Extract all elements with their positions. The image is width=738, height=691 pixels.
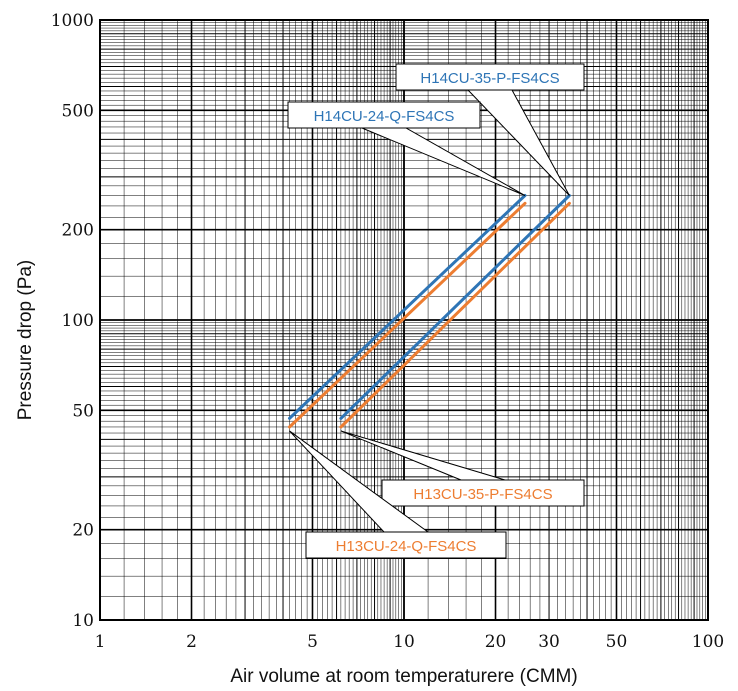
x-tick-label: 20 <box>485 632 507 652</box>
x-tick-label: 50 <box>606 632 628 652</box>
y-tick-label: 100 <box>62 311 94 331</box>
y-tick-label: 1000 <box>51 11 94 31</box>
callout-label: H14CU-35-P-FS4CS <box>420 70 559 87</box>
y-tick-labels: 10 20 50 100 200 500 1000 <box>51 11 94 631</box>
series-line <box>341 203 570 427</box>
x-tick-label: 10 <box>393 632 415 652</box>
callout-label: H13CU-35-P-FS4CS <box>413 486 552 503</box>
x-tick-label: 1 <box>95 632 106 652</box>
y-tick-label: 50 <box>72 401 94 421</box>
x-tick-label: 5 <box>307 632 318 652</box>
callout-pointer <box>468 90 569 196</box>
x-tick-label: 2 <box>186 632 197 652</box>
x-tick-labels: 1 2 5 10 20 30 50 100 <box>95 632 725 652</box>
y-axis-title: Pressure drop (Pa) <box>15 260 36 421</box>
y-tick-label: 200 <box>62 221 94 241</box>
x-axis-title: Air volume at room temperaturere (CMM) <box>230 666 577 687</box>
x-tick-label: 100 <box>692 632 724 652</box>
callout-pointer <box>341 431 505 480</box>
callout-label: H14CU-24-Q-FS4CS <box>314 108 455 125</box>
series-line <box>290 203 526 427</box>
x-tick-label: 30 <box>538 632 560 652</box>
callout-layer: H14CU-35-P-FS4CS H14CU-24-Q-FS4CS H13CU-35… <box>288 64 584 558</box>
callout-pointer <box>362 128 525 196</box>
callout-label: H13CU-24-Q-FS4CS <box>336 538 477 555</box>
y-tick-label: 20 <box>72 521 94 541</box>
y-tick-label: 10 <box>72 611 94 631</box>
y-tick-label: 500 <box>62 101 94 121</box>
